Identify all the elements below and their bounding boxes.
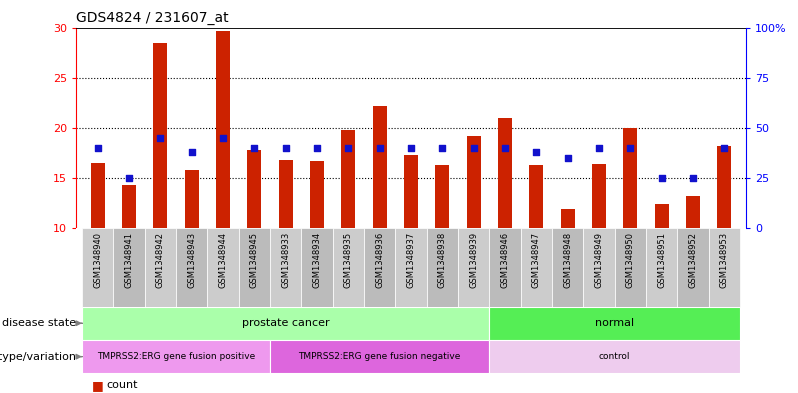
Point [123,174,136,181]
Bar [489,340,740,373]
Bar [467,136,480,228]
Text: GSM1348951: GSM1348951 [657,232,666,288]
Bar [310,161,324,228]
Bar [654,204,669,228]
Text: GSM1348950: GSM1348950 [626,232,634,288]
Bar [373,106,387,228]
Bar [489,228,520,307]
Bar [270,340,489,373]
Text: GSM1348943: GSM1348943 [188,232,196,288]
Text: disease state: disease state [2,318,82,328]
Point [686,174,699,181]
Text: GSM1348934: GSM1348934 [313,232,322,288]
Point [91,145,104,151]
Bar [239,228,270,307]
Bar [685,196,700,228]
Bar [520,228,552,307]
Point [436,145,448,151]
Bar [207,228,239,307]
Text: genotype/variation: genotype/variation [0,352,82,362]
Text: GSM1348937: GSM1348937 [406,232,416,288]
Point [373,145,386,151]
Text: GDS4824 / 231607_at: GDS4824 / 231607_at [76,11,228,25]
Text: GSM1348947: GSM1348947 [531,232,541,288]
Text: GSM1348942: GSM1348942 [156,232,165,288]
Point [624,145,637,151]
Text: GSM1348944: GSM1348944 [219,232,227,288]
Text: GSM1348935: GSM1348935 [344,232,353,288]
Text: TMPRSS2:ERG gene fusion negative: TMPRSS2:ERG gene fusion negative [298,352,460,361]
Point [655,174,668,181]
Text: GSM1348938: GSM1348938 [438,232,447,288]
Bar [498,118,512,228]
Text: control: control [598,352,630,361]
Point [530,149,543,155]
Bar [560,209,575,228]
Bar [458,228,489,307]
Bar [614,228,646,307]
Bar [82,228,113,307]
Point [279,145,292,151]
Bar [144,228,176,307]
Text: GSM1348940: GSM1348940 [93,232,102,288]
Point [468,145,480,151]
Bar [678,228,709,307]
Bar [709,228,740,307]
Bar [489,307,740,340]
Text: GSM1348936: GSM1348936 [375,232,384,288]
Text: GSM1348948: GSM1348948 [563,232,572,288]
Text: GSM1348949: GSM1348949 [595,232,603,288]
Point [718,145,731,151]
Bar [592,164,606,228]
Point [342,145,354,151]
Bar [404,155,418,228]
Bar [91,163,105,228]
Bar [184,170,199,228]
Bar [646,228,678,307]
Bar [529,165,543,228]
Text: GSM1348952: GSM1348952 [689,232,697,288]
Point [185,149,198,155]
Bar [364,228,395,307]
Bar [270,228,302,307]
Point [405,145,417,151]
Text: GSM1348933: GSM1348933 [281,232,290,288]
Point [248,145,261,151]
Text: GSM1348939: GSM1348939 [469,232,478,288]
Bar [717,146,731,228]
Bar [216,31,230,228]
Point [310,145,323,151]
Point [593,145,606,151]
Bar [82,340,270,373]
Bar [122,185,136,228]
Bar [302,228,333,307]
Bar [113,228,144,307]
Bar [583,228,614,307]
Text: count: count [106,380,137,390]
Bar [333,228,364,307]
Point [499,145,512,151]
Bar [427,228,458,307]
Point [561,154,574,161]
Bar [153,42,168,228]
Text: GSM1348946: GSM1348946 [500,232,509,288]
Bar [395,228,427,307]
Bar [279,160,293,228]
Point [216,134,229,141]
Bar [247,150,262,228]
Bar [552,228,583,307]
Text: prostate cancer: prostate cancer [242,318,330,328]
Text: GSM1348941: GSM1348941 [124,232,133,288]
Text: TMPRSS2:ERG gene fusion positive: TMPRSS2:ERG gene fusion positive [97,352,255,361]
Bar [623,128,638,228]
Point [154,134,167,141]
Text: GSM1348953: GSM1348953 [720,232,729,288]
Text: normal: normal [595,318,634,328]
Text: GSM1348945: GSM1348945 [250,232,259,288]
Bar [82,307,489,340]
Bar [176,228,207,307]
Bar [342,130,355,228]
Bar [435,165,449,228]
Text: ■: ■ [92,378,104,392]
